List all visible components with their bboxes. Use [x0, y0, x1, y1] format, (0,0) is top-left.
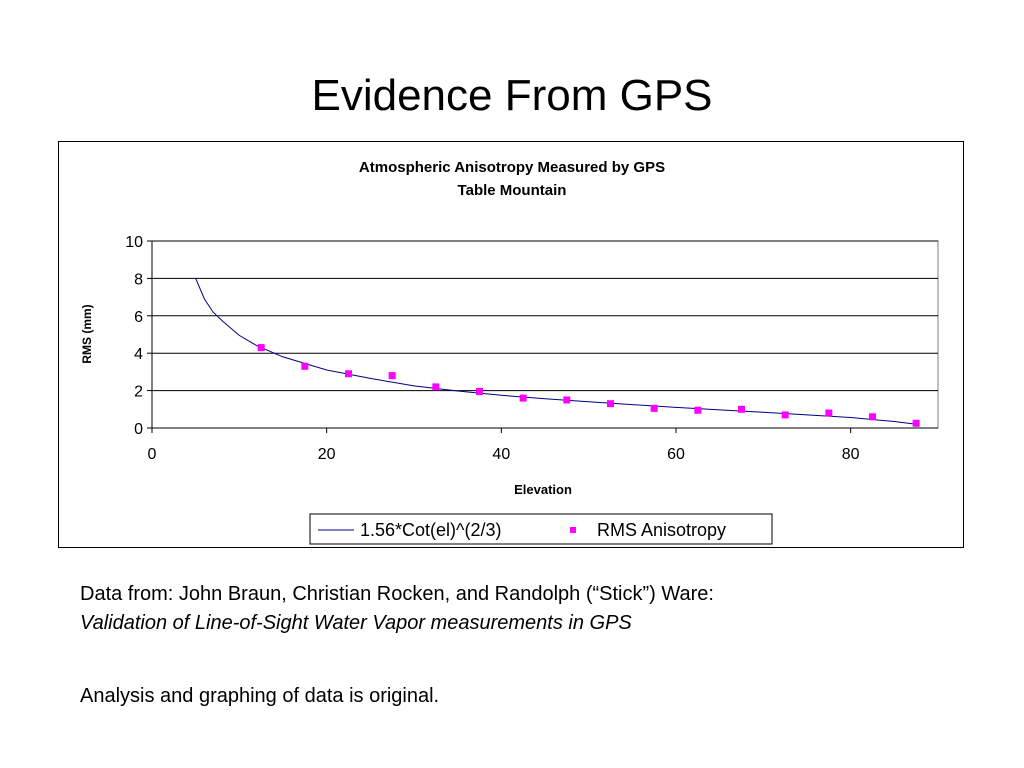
y-tick-label: 8 [134, 271, 143, 288]
data-point [694, 406, 702, 414]
caption-paper-title: Validation of Line-of-Sight Water Vapor … [80, 612, 632, 634]
x-tick-label: 20 [318, 446, 336, 463]
caption-source-line: Data from: John Braun, Christian Rocken,… [80, 583, 714, 605]
y-tick-label: 0 [134, 421, 143, 438]
data-point [650, 404, 658, 412]
x-tick-label: 0 [148, 446, 157, 463]
data-point [869, 413, 876, 421]
legend: 1.56*Cot(el)^(2/3) RMS Anisotropy [309, 513, 773, 545]
chart-subtitle: Table Mountain [458, 182, 567, 199]
y-tick-label: 10 [125, 234, 143, 251]
legend-label-model: 1.56*Cot(el)^(2/3) [360, 520, 502, 540]
data-point [607, 400, 614, 408]
data-point [476, 388, 483, 396]
plot-area: 0 2 4 6 8 10 0 20 40 60 80 [125, 234, 939, 463]
data-point [781, 411, 789, 419]
data-point [825, 409, 833, 417]
data-point [345, 370, 352, 378]
plot-background [151, 240, 939, 429]
data-point [257, 344, 265, 352]
legend-box [309, 513, 773, 545]
chart-title: Atmospheric Anisotropy Measured by GPS [359, 159, 665, 176]
y-tick-label: 2 [134, 384, 143, 401]
data-point [912, 419, 920, 427]
data-point [563, 396, 571, 404]
data-point [519, 394, 527, 402]
legend-marker-swatch [570, 527, 576, 533]
data-point [738, 405, 745, 413]
y-tick-label: 6 [134, 309, 143, 326]
x-tick-label: 60 [667, 446, 685, 463]
y-tick-label: 4 [134, 346, 143, 363]
slide-title: Evidence From GPS [311, 71, 713, 120]
analysis-note: Analysis and graphing of data is origina… [80, 685, 440, 707]
chart-frame: Atmospheric Anisotropy Measured by GPS T… [58, 141, 964, 548]
source-caption: Data from: John Braun, Christian Rocken,… [80, 580, 980, 638]
legend-label-measured: RMS Anisotropy [597, 520, 726, 540]
data-point [301, 362, 309, 370]
x-tick-label: 40 [492, 446, 510, 463]
x-axis-label: Elevation [514, 482, 572, 497]
data-point [432, 383, 440, 391]
x-tick-label: 80 [842, 446, 860, 463]
series-line-model [195, 278, 917, 425]
y-axis-label: RMS (mm) [80, 304, 94, 363]
data-point [388, 372, 396, 380]
chart: Atmospheric Anisotropy Measured by GPS T… [80, 159, 939, 545]
